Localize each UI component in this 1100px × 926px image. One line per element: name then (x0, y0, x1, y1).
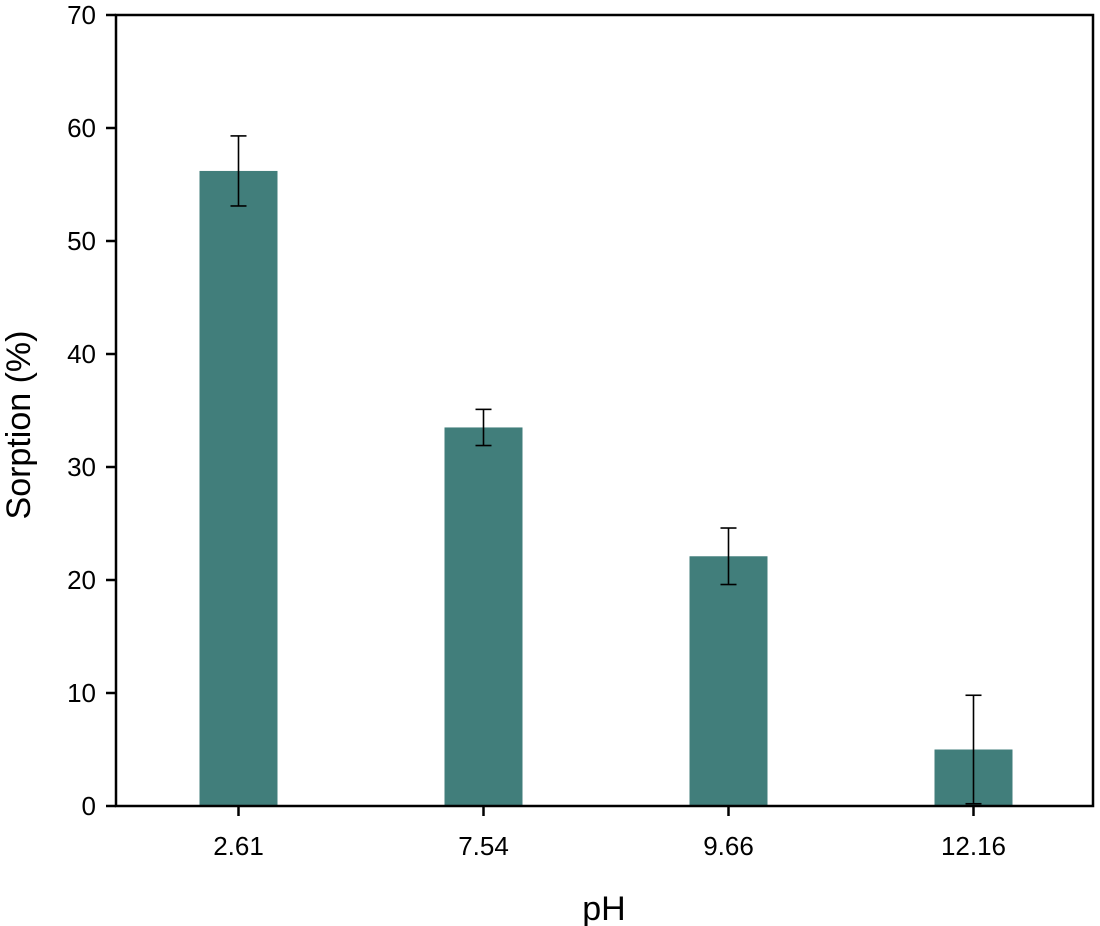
y-tick-label: 20 (67, 565, 96, 595)
y-axis-label: Sorption (%) (0, 331, 38, 520)
bar-2.61 (199, 170, 278, 806)
y-tick-label: 50 (67, 226, 96, 256)
y-tick-label: 0 (82, 791, 96, 821)
y-tick-label: 30 (67, 452, 96, 482)
y-tick-label: 40 (67, 339, 96, 369)
y-tick-label: 70 (67, 0, 96, 30)
x-axis-label: pH (582, 890, 625, 926)
y-tick-label: 60 (67, 113, 96, 143)
error-bars-group (230, 135, 982, 805)
plot-frame (114, 13, 1095, 808)
bar-7.54 (444, 427, 523, 806)
bars-group (199, 170, 1013, 806)
x-tick-label: 7.54 (458, 831, 509, 861)
x-tick-label: 9.66 (703, 831, 754, 861)
bar-9.66 (689, 556, 768, 806)
x-tick-label: 12.16 (941, 831, 1006, 861)
x-tick-label: 2.61 (213, 831, 264, 861)
ticks-group: 2.61 7.54 9.66 12.16 0 10 20 30 40 50 60 70 (67, 0, 1006, 861)
y-tick-label: 10 (67, 678, 96, 708)
axes-group (114, 13, 1095, 808)
